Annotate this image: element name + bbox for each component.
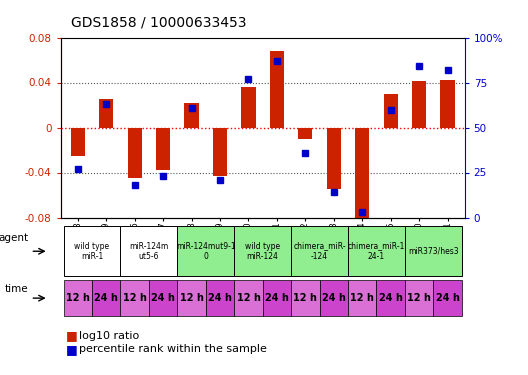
- Text: chimera_miR-
-124: chimera_miR- -124: [293, 242, 346, 261]
- Bar: [120, 280, 149, 316]
- Bar: [99, 99, 114, 128]
- Bar: [213, 128, 227, 176]
- Text: 24 h: 24 h: [379, 293, 403, 303]
- Text: miR-124m
ut5-6: miR-124m ut5-6: [129, 242, 168, 261]
- Bar: [234, 280, 263, 316]
- Bar: [405, 280, 433, 316]
- Text: time: time: [5, 284, 29, 294]
- Bar: [92, 280, 120, 316]
- Bar: [184, 103, 199, 128]
- Bar: [241, 87, 256, 128]
- Bar: [383, 94, 398, 128]
- Text: 24 h: 24 h: [265, 293, 289, 303]
- Bar: [298, 128, 313, 139]
- Text: 24 h: 24 h: [151, 293, 175, 303]
- Text: percentile rank within the sample: percentile rank within the sample: [79, 345, 267, 354]
- Text: 24 h: 24 h: [436, 293, 459, 303]
- Text: ■: ■: [66, 329, 78, 342]
- Text: 12 h: 12 h: [122, 293, 147, 303]
- Bar: [234, 226, 291, 276]
- Bar: [348, 226, 405, 276]
- Bar: [128, 128, 142, 178]
- Bar: [440, 80, 455, 128]
- Text: chimera_miR-1
24-1: chimera_miR-1 24-1: [348, 242, 405, 261]
- Text: 12 h: 12 h: [294, 293, 317, 303]
- Text: agent: agent: [0, 233, 29, 243]
- Text: 12 h: 12 h: [66, 293, 90, 303]
- Text: wild type
miR-1: wild type miR-1: [74, 242, 110, 261]
- Bar: [355, 128, 370, 220]
- Bar: [156, 128, 170, 170]
- Bar: [327, 128, 341, 189]
- Bar: [405, 226, 462, 276]
- Bar: [177, 226, 234, 276]
- Text: wild type
miR-124: wild type miR-124: [245, 242, 280, 261]
- Text: miR373/hes3: miR373/hes3: [408, 247, 459, 256]
- Bar: [270, 51, 284, 128]
- Text: 24 h: 24 h: [95, 293, 118, 303]
- Bar: [376, 280, 405, 316]
- Text: GDS1858 / 10000633453: GDS1858 / 10000633453: [71, 16, 247, 30]
- Text: log10 ratio: log10 ratio: [79, 331, 139, 340]
- Text: 24 h: 24 h: [208, 293, 232, 303]
- Bar: [71, 128, 85, 156]
- Bar: [149, 280, 177, 316]
- Bar: [262, 280, 291, 316]
- Text: 12 h: 12 h: [180, 293, 203, 303]
- Bar: [291, 280, 319, 316]
- Bar: [206, 280, 234, 316]
- Text: ■: ■: [66, 343, 78, 356]
- Bar: [120, 226, 177, 276]
- Text: 12 h: 12 h: [350, 293, 374, 303]
- Text: 24 h: 24 h: [322, 293, 346, 303]
- Bar: [177, 280, 206, 316]
- Bar: [348, 280, 376, 316]
- Bar: [412, 81, 426, 128]
- Bar: [319, 280, 348, 316]
- Bar: [433, 280, 462, 316]
- Bar: [291, 226, 348, 276]
- Bar: [63, 280, 92, 316]
- Bar: [63, 226, 120, 276]
- Text: 12 h: 12 h: [407, 293, 431, 303]
- Text: 12 h: 12 h: [237, 293, 260, 303]
- Text: miR-124mut9-1
0: miR-124mut9-1 0: [176, 242, 235, 261]
